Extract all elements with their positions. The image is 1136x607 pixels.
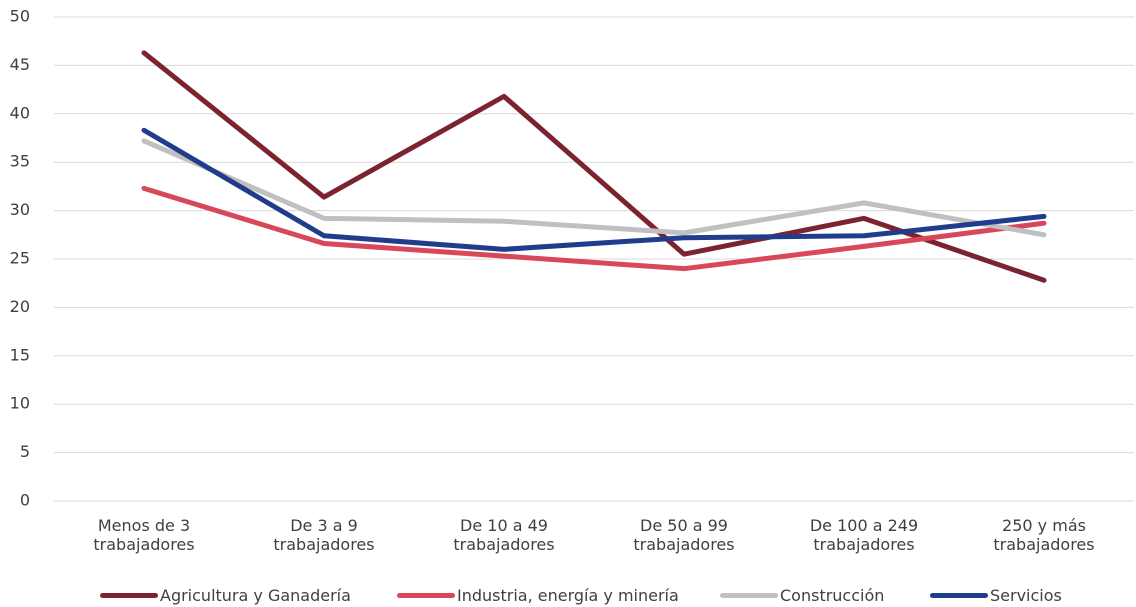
y-tick-label: 40 (10, 103, 30, 122)
y-tick-label: 25 (10, 249, 30, 268)
series-line (141, 127, 1047, 252)
legend-item: Servicios (930, 586, 1062, 605)
y-tick-label: 10 (10, 394, 30, 413)
legend-swatch (100, 593, 158, 598)
legend-item: Industria, energía y minería (397, 586, 679, 605)
y-tick-label: 30 (10, 200, 30, 219)
legend-label: Industria, energía y minería (457, 586, 679, 605)
y-tick-label: 5 (20, 442, 30, 461)
legend-label: Servicios (990, 586, 1062, 605)
legend-item: Construcción (720, 586, 884, 605)
y-tick-label: 15 (10, 345, 30, 364)
x-tick-label: De 10 a 49 trabajadores (453, 516, 555, 554)
x-tick-label: 250 y más trabajadores (993, 516, 1095, 554)
x-tick-label: De 50 a 99 trabajadores (633, 516, 735, 554)
legend-item: Agricultura y Ganadería (100, 586, 351, 605)
series-line (141, 138, 1047, 238)
y-tick-label: 45 (10, 55, 30, 74)
legend-swatch (930, 593, 988, 598)
series-line (141, 185, 1047, 272)
legend-label: Agricultura y Ganadería (160, 586, 351, 605)
legend-swatch (397, 593, 455, 598)
x-tick-label: Menos de 3 trabajadores (93, 516, 195, 554)
y-tick-label: 50 (10, 7, 30, 26)
legend-swatch (720, 593, 778, 598)
y-tick-label: 0 (20, 491, 30, 510)
x-tick-label: De 100 a 249 trabajadores (809, 516, 919, 554)
legend-label: Construcción (780, 586, 885, 605)
series-line (141, 50, 1047, 283)
x-tick-label: De 3 a 9 trabajadores (273, 516, 375, 554)
y-tick-label: 35 (10, 152, 30, 171)
y-tick-label: 20 (10, 297, 30, 316)
